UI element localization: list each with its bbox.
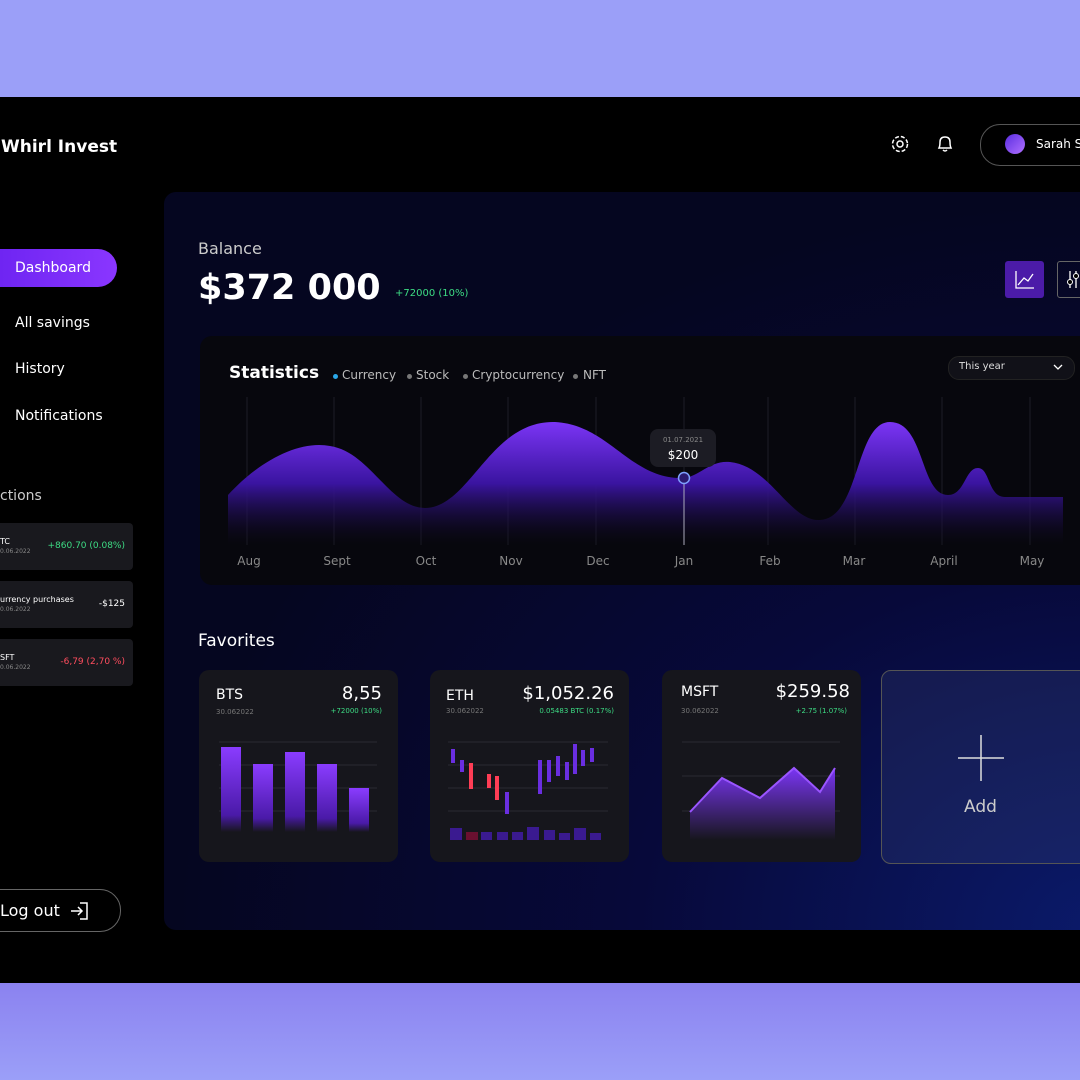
tx-amount: -6,79 (2,70 %) (60, 657, 125, 667)
mini-area-chart (682, 741, 840, 840)
period-label: This year (959, 361, 1005, 372)
area-series (228, 421, 1063, 545)
month-label: Oct (415, 554, 437, 568)
add-label: Add (964, 797, 997, 817)
nav-item[interactable]: All savings (15, 315, 90, 331)
statistics-chart (228, 397, 1063, 545)
month-label: May (1019, 554, 1045, 568)
filter-button[interactable] (1057, 261, 1080, 298)
tooltip-date: 01.07.2021 (662, 436, 704, 444)
card-date: 30.062022 (216, 708, 254, 716)
tx-date: 0.06.2022 (0, 548, 31, 555)
favorite-card[interactable]: ETH 30.062022 $1,052.26 0.05483 BTC (0.1… (430, 670, 629, 862)
transaction[interactable]: TC 0.06.2022 +860.70 (0.08%) (0, 523, 133, 570)
chart-view-button[interactable] (1005, 261, 1044, 298)
tooltip-value: $200 (667, 448, 699, 462)
tx-name: TC (0, 537, 11, 546)
card-name: ETH (446, 688, 474, 704)
tooltip: 01.07.2021 $200 (650, 429, 716, 467)
favorite-card[interactable]: BTS 30.062022 8,55 +72000 (10%) (199, 670, 398, 862)
favorites-title: Favorites (198, 631, 275, 651)
section-title: ctions (0, 488, 42, 504)
nav-item[interactable]: Notifications (15, 408, 103, 424)
month-label: Feb (759, 554, 781, 568)
transaction[interactable]: SFT 0.06.2022 -6,79 (2,70 %) (0, 639, 133, 686)
legend-item[interactable]: Stock (416, 368, 450, 382)
logout-icon (71, 902, 88, 920)
month-label: Aug (237, 554, 261, 568)
card-date: 30.062022 (681, 707, 719, 715)
legend-dot (407, 374, 412, 379)
mini-bar-chart (219, 741, 377, 832)
logout-label: Log out (0, 901, 60, 920)
card-price: 8,55 (341, 683, 382, 704)
avatar (1005, 134, 1025, 154)
tx-amount: -$125 (98, 599, 125, 609)
card-name: MSFT (681, 684, 719, 700)
legend-dot (463, 374, 468, 379)
legend-dot (333, 374, 338, 379)
month-label: Jan (674, 554, 694, 568)
card-change: +72000 (10%) (330, 707, 382, 715)
balance-label: Balance (198, 239, 262, 258)
tx-name: SFT (0, 653, 15, 662)
nav-active[interactable] (0, 249, 117, 287)
card-price: $1,052.26 (522, 683, 614, 704)
bottom-band (0, 983, 1080, 1080)
favorite-card[interactable]: MSFT 30.062022 $259.58 +2.75 (1.07%) (662, 670, 861, 862)
legend-item[interactable]: Cryptocurrency (472, 368, 565, 382)
transaction[interactable]: urrency purchases 0.06.2022 -$125 (0, 581, 133, 628)
nav-item[interactable]: Dashboard (15, 260, 91, 276)
card-change: +2.75 (1.07%) (795, 707, 847, 715)
month-label: Dec (586, 554, 610, 568)
tx-date: 0.06.2022 (0, 606, 31, 613)
user-pill[interactable] (980, 124, 1080, 166)
plus-icon (958, 735, 1004, 781)
settings-icon[interactable] (889, 133, 911, 155)
logout-button[interactable] (0, 889, 121, 932)
month-label: Sept (323, 554, 351, 568)
hover-point[interactable] (677, 471, 691, 485)
period-dropdown[interactable] (948, 356, 1075, 380)
tx-amount: +860.70 (0.08%) (47, 541, 125, 551)
legend-item[interactable]: NFT (583, 368, 606, 382)
card-change: 0.05483 BTC (0.17%) (539, 707, 614, 715)
month-label: Mar (842, 554, 866, 568)
mini-candlestick-chart (448, 741, 608, 840)
legend-dot (573, 374, 578, 379)
brand: Whirl Invest (1, 137, 118, 157)
card-name: BTS (216, 687, 244, 703)
month-label: Nov (499, 554, 523, 568)
tx-date: 0.06.2022 (0, 664, 31, 671)
dropdown-arrow (1053, 364, 1063, 370)
chart-icon (1015, 271, 1034, 289)
user-name: Sarah S (1036, 137, 1080, 151)
balance-amount: $372 000 (198, 268, 381, 308)
card-date: 30.062022 (446, 707, 484, 715)
filter-icon (1067, 271, 1079, 288)
balance-change: +72000 (10%) (395, 288, 469, 299)
nav-item[interactable]: History (15, 361, 65, 377)
bell-icon[interactable] (934, 133, 956, 155)
statistics-title: Statistics (229, 363, 320, 383)
legend-item[interactable]: Currency (342, 368, 397, 382)
add-card[interactable]: Add (881, 670, 1080, 864)
tx-name: urrency purchases (0, 595, 74, 604)
card-price: $259.58 (775, 681, 850, 702)
month-label: April (930, 554, 958, 568)
